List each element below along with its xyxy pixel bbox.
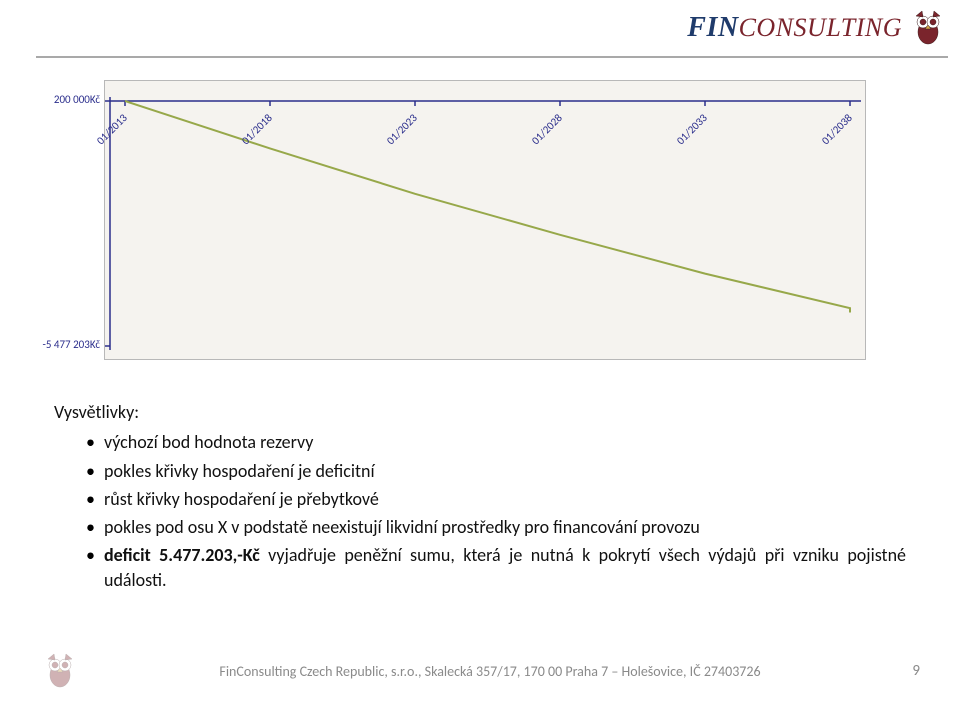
explanation-item: pokles křivky hospodaření je deficitní bbox=[86, 459, 906, 483]
explanation-item: růst křivky hospodaření je přebytkové bbox=[86, 487, 906, 511]
logo-text: FIN CONSULTING bbox=[687, 12, 902, 44]
explanation-item: deficit 5.477.203,-Kč vyjadřuje peněžní … bbox=[86, 543, 906, 592]
footer-text: FinConsulting Czech Republic, s.r.o., Sk… bbox=[100, 663, 880, 680]
chart-svg bbox=[105, 81, 867, 361]
owl-icon bbox=[908, 8, 948, 48]
logo-fin: FIN bbox=[687, 12, 738, 44]
deficit-chart bbox=[104, 80, 866, 360]
header: FIN CONSULTING bbox=[0, 0, 960, 56]
y-axis-label: -5 477 203Kč bbox=[12, 338, 100, 351]
explanation-title: Vysvětlivky: bbox=[54, 400, 906, 424]
page-number: 9 bbox=[880, 662, 920, 680]
y-axis-label: 200 000Kč bbox=[12, 93, 100, 106]
owl-icon bbox=[40, 651, 80, 691]
deficit-amount: deficit 5.477.203,-Kč bbox=[104, 544, 260, 566]
explanation-item: výchozí bod hodnota rezervy bbox=[86, 430, 906, 454]
explanation-block: Vysvětlivky: výchozí bod hodnota rezervy… bbox=[54, 400, 906, 596]
logo: FIN CONSULTING bbox=[687, 8, 948, 48]
logo-consulting: CONSULTING bbox=[739, 13, 902, 43]
explanation-list: výchozí bod hodnota rezervy pokles křivky… bbox=[54, 430, 906, 592]
explanation-item: pokles pod osu X v podstatě neexistují l… bbox=[86, 515, 906, 539]
footer: FinConsulting Czech Republic, s.r.o., Sk… bbox=[0, 651, 960, 691]
header-rule bbox=[36, 56, 948, 58]
